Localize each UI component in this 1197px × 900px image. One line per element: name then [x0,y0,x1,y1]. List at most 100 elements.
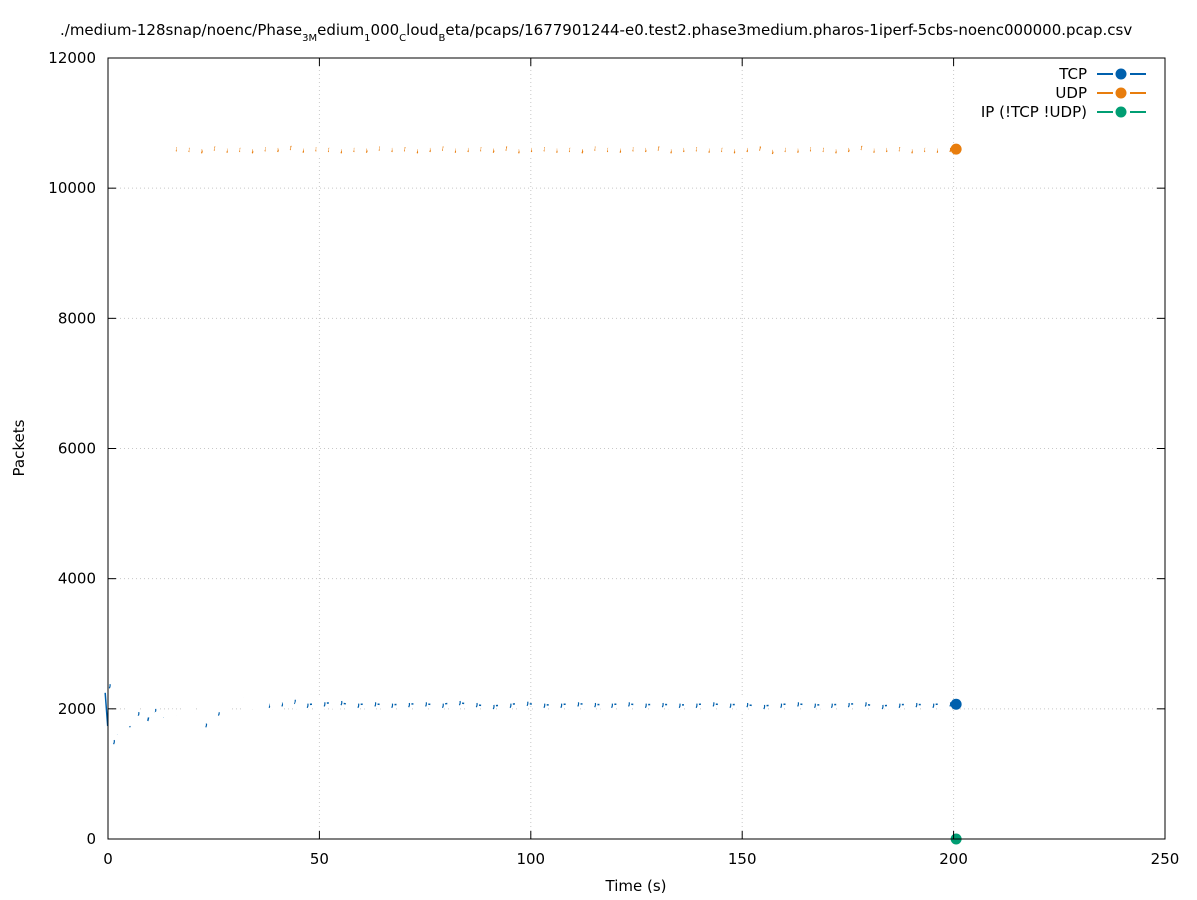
title-part: 000 [371,21,400,39]
data-point [650,696,666,712]
data-point [836,141,852,157]
data-point [768,697,784,713]
data-point-ring [820,698,833,712]
data-point-ring [617,697,630,710]
data-point-ring [651,698,664,711]
data-point [886,697,902,713]
legend-marker [1115,68,1127,80]
data-point [252,140,268,156]
data-point [633,697,649,713]
data-point [595,141,611,157]
data-point [937,141,953,157]
data-point [316,141,332,157]
data-point [853,696,869,712]
data-point-ring [499,698,512,712]
data-point [950,698,962,710]
data-point [903,696,919,712]
x-axis-label: Time (s) [605,877,667,895]
data-point [341,141,357,157]
data-point [633,141,649,157]
data-point [303,140,319,156]
data-point [430,140,446,156]
data-point [683,697,699,713]
data-point-ring [495,141,508,154]
y-axis-label: Packets [10,419,28,476]
data-point-ring [330,696,343,709]
data-point [514,695,530,711]
data-point [700,696,716,712]
data-point [937,696,953,712]
data-point [163,140,179,156]
data-point [620,140,636,156]
data-point [392,140,408,156]
data-point [227,141,243,157]
data-point-ring [207,706,220,719]
data-point-ring [850,141,863,154]
title-part: eta/pcaps/1677901244-e0.test2.phase3medi… [445,21,1132,39]
title-part: edium [317,21,364,39]
data-point [379,141,395,157]
data-point-ring [719,698,732,712]
data-point [396,696,412,712]
data-point [823,142,839,158]
data-point-ring [313,697,326,710]
data-point [97,677,113,693]
data-point [282,693,298,709]
data-point [848,139,864,155]
y-tick-label: 6000 [58,440,96,458]
data-point-ring [271,697,284,710]
data-point [667,697,683,713]
data-point [531,140,547,156]
data-point [671,141,687,157]
data-point [772,141,788,157]
data-point-ring [347,698,360,712]
data-point [616,696,632,712]
data-point [696,142,712,158]
data-point-ring [533,698,546,712]
data-point [734,141,750,157]
data-point [950,143,962,155]
data-point [493,140,509,156]
data-point-ring [837,698,850,711]
data-point [328,142,344,158]
data-point [722,142,738,158]
title-part: loud [406,21,438,39]
data-point [920,697,936,713]
legend-marker [1115,87,1127,99]
data-point [256,697,272,713]
data-point-ring [803,698,816,712]
title-part: B [439,33,446,44]
data-point [565,696,581,712]
data-point [265,141,281,157]
data-point-ring [194,718,208,731]
data-point-ring [144,704,157,717]
data-point [345,697,361,713]
data-point-ring [397,698,411,711]
data-point [417,141,433,157]
x-tick-label: 150 [728,850,757,868]
data-point [214,142,230,158]
chart-title: ./medium-128snap/noenc/Phase3Medium1000C… [60,21,1132,44]
data-point-ring [769,698,783,712]
data-point-ring [279,141,292,154]
data-point-ring [465,698,478,711]
data-point [751,698,767,714]
data-point [557,141,573,157]
data-point [645,140,661,156]
legend-marker [1115,106,1127,118]
data-point [506,142,522,158]
data-point [455,141,471,157]
data-point-ring [414,697,427,710]
title-part: 3M [302,33,317,44]
data-point [328,694,344,710]
data-point-ring [634,698,647,712]
data-point [290,142,306,158]
data-point-ring [753,700,766,713]
y-tick-label: 10000 [48,179,96,197]
data-point [717,697,733,713]
x-tick-label: 100 [516,850,545,868]
data-point [861,142,877,158]
data-point-ring [364,697,377,710]
